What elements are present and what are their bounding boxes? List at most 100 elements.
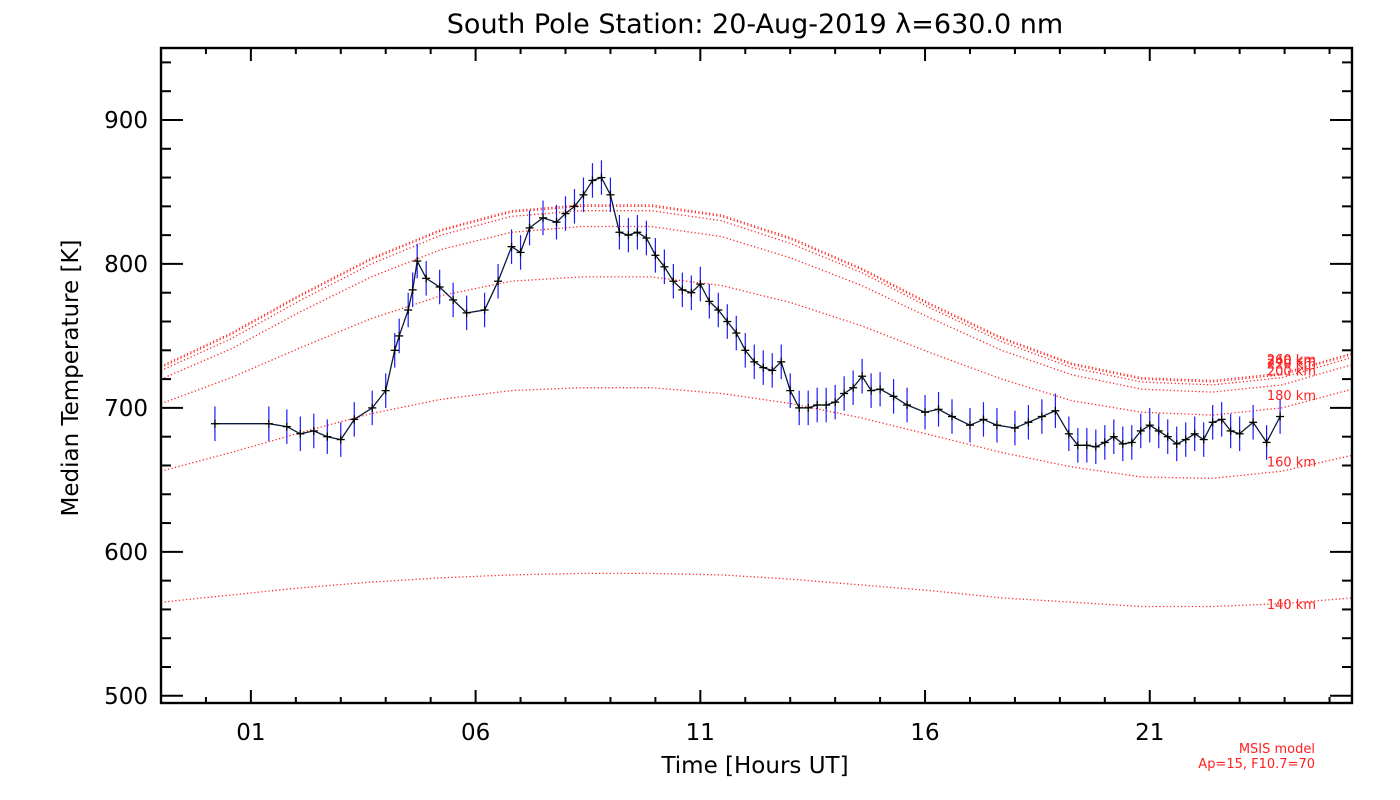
data-point: [390, 346, 399, 355]
data-point: [1145, 421, 1154, 430]
data-point: [413, 257, 422, 266]
data-point: [516, 248, 525, 257]
data-point: [795, 403, 804, 412]
data-point: [669, 277, 678, 286]
model-note-params: Ap=15, F10.7=70: [1198, 757, 1315, 772]
model-label-140-km: 140 km: [1267, 598, 1316, 613]
data-point: [1082, 441, 1091, 450]
x-tick-label: 06: [461, 720, 490, 746]
data-point: [350, 415, 359, 424]
model-label-200-km: 200 km: [1267, 365, 1316, 380]
model-curve-140-km: [160, 572, 1353, 608]
data-point: [404, 306, 413, 314]
data-point: [1235, 429, 1244, 438]
data-point: [449, 295, 458, 304]
temperature-series: [210, 160, 1285, 465]
data-point: [633, 228, 642, 237]
data-point: [408, 285, 417, 294]
data-point: [660, 262, 669, 271]
model-label-160-km: 160 km: [1267, 455, 1316, 470]
data-point: [1181, 435, 1190, 444]
data-point: [705, 297, 714, 306]
model-curve-200-km: [160, 225, 1353, 393]
data-point: [296, 429, 305, 438]
y-tick-label: 700: [104, 396, 148, 422]
data-point: [1136, 426, 1145, 435]
y-tick-label: 800: [104, 252, 148, 278]
data-point: [948, 412, 957, 421]
x-tick-label: 01: [236, 720, 265, 746]
model-label-260-km: 260 km: [1267, 353, 1316, 368]
data-point: [264, 419, 273, 428]
data-point: [422, 274, 431, 283]
y-tick-label: 600: [104, 540, 148, 566]
data-point: [525, 223, 534, 232]
data-point: [1226, 426, 1235, 435]
data-point: [336, 435, 345, 444]
data-point: [1199, 435, 1208, 444]
data-point: [786, 386, 795, 395]
data-point: [309, 426, 318, 435]
x-axis-title: Time [Hours UT]: [660, 753, 848, 779]
data-point: [606, 190, 615, 199]
data-point: [480, 306, 489, 314]
data-point: [507, 242, 516, 251]
data-point: [804, 403, 813, 412]
data-point: [696, 280, 705, 289]
data-point: [588, 176, 597, 185]
y-axis-title: Median Temperature [K]: [58, 240, 84, 517]
temperature-line: [214, 176, 1281, 448]
data-point: [1010, 424, 1019, 433]
data-point: [1073, 441, 1082, 450]
data-point: [1091, 442, 1100, 451]
data-point: [435, 282, 444, 291]
model-curve-160-km: [160, 387, 1353, 480]
data-point: [813, 401, 822, 410]
data-point: [867, 386, 876, 395]
data-point: [979, 415, 988, 424]
data-point: [1127, 438, 1136, 447]
data-point: [903, 401, 912, 410]
data-point: [750, 357, 759, 366]
data-point: [723, 317, 732, 326]
data-point: [1208, 418, 1217, 427]
data-point: [678, 285, 687, 294]
y-tick-label: 900: [104, 108, 148, 134]
axes: 01 06 11 16 21 500 600 700 800 900: [104, 46, 1354, 746]
data-point: [934, 405, 943, 414]
data-point: [579, 190, 588, 199]
data-point: [759, 363, 768, 372]
data-point: [889, 392, 898, 401]
data-point: [642, 234, 651, 243]
y-tick-label: 500: [104, 684, 148, 710]
data-point: [1024, 418, 1033, 427]
data-point: [1154, 426, 1163, 435]
data-point: [462, 308, 471, 317]
data-point: [732, 329, 741, 338]
data-point: [282, 422, 291, 431]
model-curve-260-km: [160, 204, 1353, 382]
data-point: [368, 403, 377, 412]
data-point: [570, 202, 579, 211]
data-point: [323, 432, 332, 441]
x-tick-label: 21: [1135, 720, 1164, 746]
data-point: [687, 288, 696, 297]
data-point: [965, 421, 974, 430]
data-point: [777, 357, 786, 366]
data-point: [651, 251, 660, 260]
data-point: [1100, 438, 1109, 447]
plot-frame: [159, 46, 1354, 705]
data-point: [381, 386, 390, 395]
data-point: [552, 218, 561, 227]
model-curve-240-km: [160, 205, 1353, 383]
data-point: [822, 401, 831, 410]
data-point: [1217, 415, 1226, 424]
data-point: [1190, 429, 1199, 438]
data-point: [539, 213, 548, 222]
data-point: [1037, 412, 1046, 421]
data-point: [1249, 418, 1258, 427]
data-point: [714, 306, 723, 314]
data-point: [1262, 438, 1271, 447]
